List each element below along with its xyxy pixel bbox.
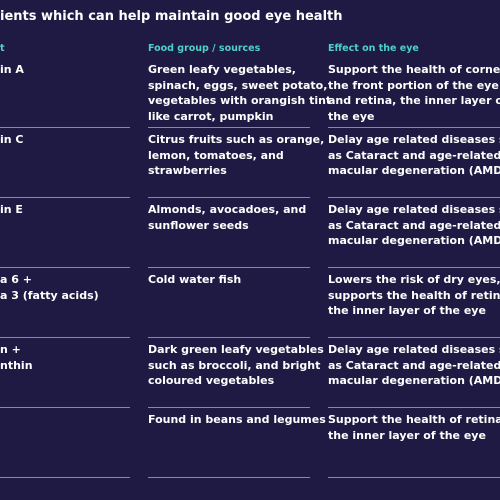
cell-text: sunflower seeds (148, 218, 249, 232)
row-divider (0, 407, 130, 408)
row-divider (0, 127, 130, 128)
row-divider (328, 267, 500, 268)
cell-text: macular degeneration (AMD) (328, 374, 500, 387)
cell-text: Support the health of retina, (328, 413, 500, 426)
cell-text: Green leafy vegetables, (148, 63, 296, 76)
row-divider (148, 477, 310, 478)
cell-text: a 6 + (0, 273, 32, 286)
row-divider (148, 407, 310, 408)
cell-text: coloured vegetables (148, 374, 275, 387)
cell-text: the inner layer of the eye (328, 304, 486, 317)
row-divider (0, 477, 130, 478)
row-divider (148, 197, 310, 198)
cell-text: as Cataract and age-related (328, 218, 500, 232)
cell-text: Delay age related diseases such (328, 203, 500, 216)
cell-text: and retina, the inner layer of (328, 94, 500, 107)
cell-text: as Cataract and age-related (328, 358, 500, 372)
row-divider (328, 127, 500, 128)
cell-text: such as broccoli, and bright (148, 358, 321, 372)
cell-text: Almonds, avocadoes, and (148, 203, 307, 216)
cell-text: in A (0, 63, 24, 76)
row-divider (328, 337, 500, 338)
cell-text: in C (0, 133, 24, 146)
cell-text: the front portion of the eye (328, 78, 499, 92)
row-divider (148, 337, 310, 338)
cell-text: the eye (328, 109, 375, 123)
cell-text: spinach, eggs, sweet potato, (148, 78, 328, 92)
cell-text: Lowers the risk of dry eyes, (328, 273, 500, 286)
cell-text: Support the health of cornea, (328, 63, 500, 76)
cell-text: Dark green leafy vegetables (148, 343, 324, 356)
row-divider (328, 197, 500, 198)
cell-text: the inner layer of the eye (328, 428, 486, 442)
row-divider (148, 267, 310, 268)
cell-text: nthin (0, 358, 33, 372)
cell-text: strawberries (148, 164, 227, 177)
cell-text: a 3 (fatty acids) (0, 288, 99, 302)
column-header: t (0, 43, 5, 54)
row-divider (0, 337, 130, 338)
column-header: Food group / sources (148, 43, 261, 54)
cell-text: Delay age related diseases such (328, 343, 500, 356)
cell-text: lemon, tomatoes, and (148, 148, 284, 162)
cell-text: like carrot, pumpkin (148, 109, 274, 123)
row-divider (0, 267, 130, 268)
cell-text: n + (0, 343, 21, 356)
row-divider (328, 477, 500, 478)
cell-text: as Cataract and age-related (328, 148, 500, 162)
row-divider (0, 197, 130, 198)
title: ients which can help maintain good eye h… (0, 9, 343, 24)
row-divider (328, 407, 500, 408)
cell-text: macular degeneration (AMD) (328, 234, 500, 247)
cell-text: vegetables with orangish tint (148, 94, 332, 107)
cell-text: macular degeneration (AMD) (328, 164, 500, 177)
row-divider (148, 127, 310, 128)
cell-text: Citrus fruits such as orange, (148, 133, 325, 146)
column-header: Effect on the eye (328, 43, 419, 54)
cell-text: in E (0, 203, 23, 216)
cell-text: supports the health of retina, (328, 288, 500, 302)
cell-text: Cold water fish (148, 273, 242, 286)
cell-text: Delay age related diseases such (328, 133, 500, 146)
cell-text: Found in beans and legumes (148, 413, 326, 426)
